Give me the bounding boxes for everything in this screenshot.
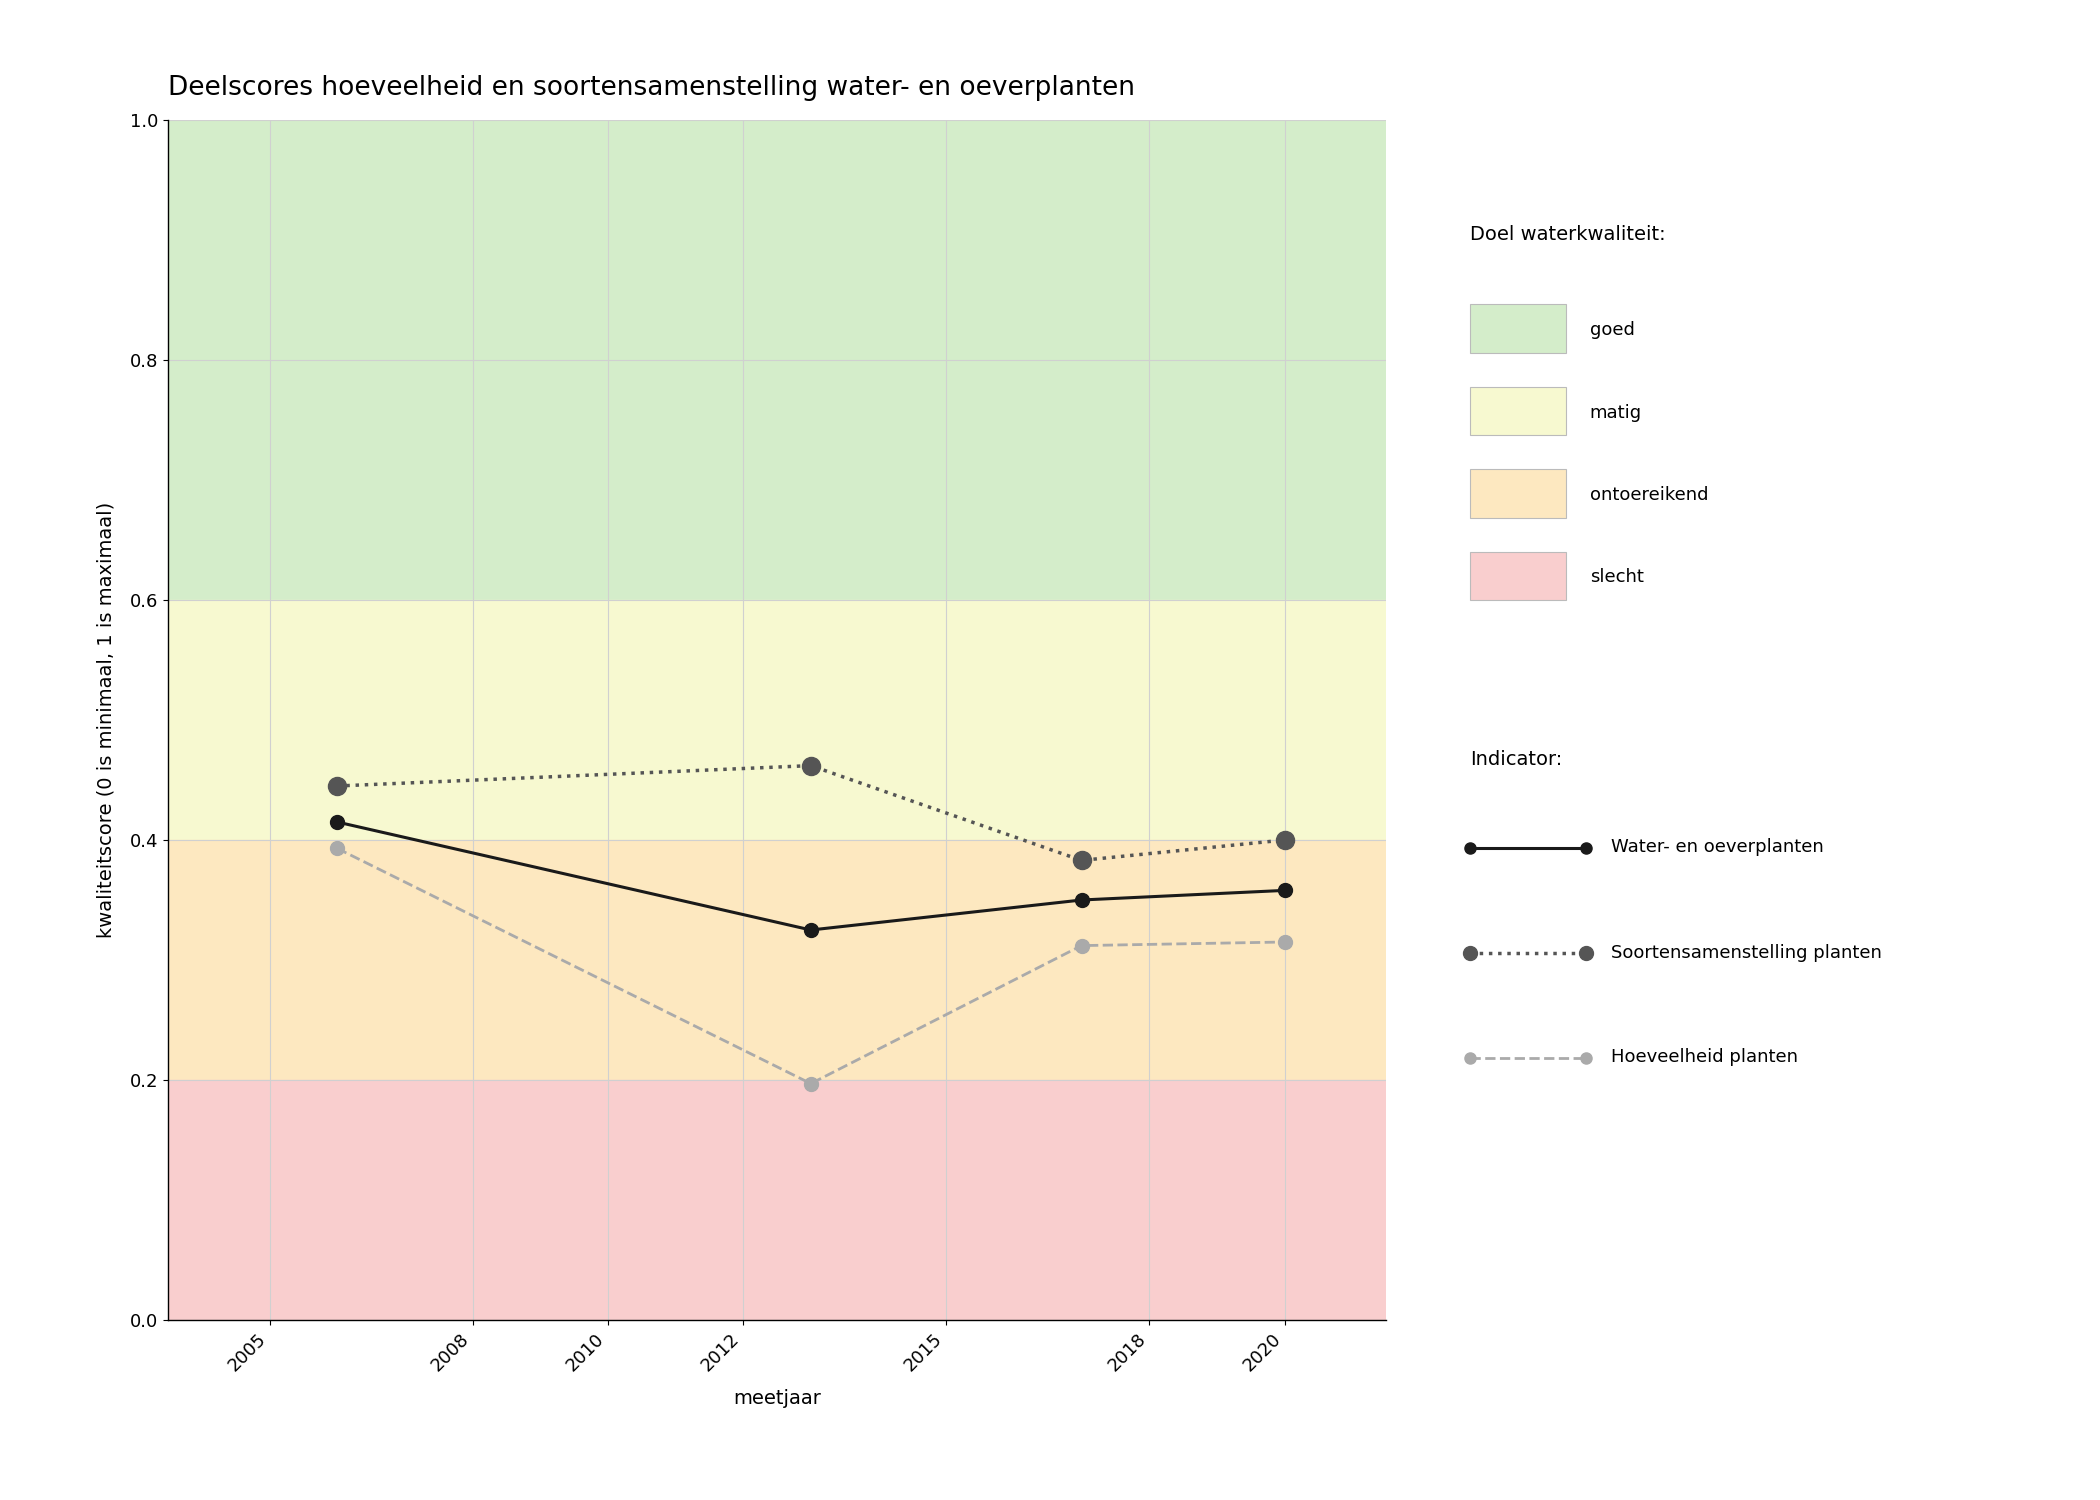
Text: matig: matig: [1590, 404, 1642, 422]
Soortensamenstelling planten: [1069, 852, 1094, 870]
Line: Soortensamenstelling planten: Soortensamenstelling planten: [328, 756, 1294, 870]
Hoeveelheid planten: [326, 840, 351, 858]
Line: Water- en oeverplanten: Water- en oeverplanten: [330, 815, 1292, 938]
Text: Deelscores hoeveelheid en soortensamenstelling water- en oeverplanten: Deelscores hoeveelheid en soortensamenst…: [168, 75, 1134, 100]
Hoeveelheid planten: [1069, 936, 1094, 954]
Y-axis label: kwaliteitscore (0 is minimaal, 1 is maximaal): kwaliteitscore (0 is minimaal, 1 is maxi…: [97, 503, 116, 938]
Soortensamenstelling planten: [1273, 831, 1298, 849]
Text: Hoeveelheid planten: Hoeveelheid planten: [1611, 1048, 1798, 1066]
Text: Water- en oeverplanten: Water- en oeverplanten: [1611, 839, 1823, 856]
Text: goed: goed: [1590, 321, 1634, 339]
Soortensamenstelling planten: [798, 756, 823, 774]
Hoeveelheid planten: [1273, 933, 1298, 951]
Bar: [168, 1080, 1386, 1320]
Text: ontoereikend: ontoereikend: [1590, 486, 1707, 504]
Text: Soortensamenstelling planten: Soortensamenstelling planten: [1611, 944, 1882, 962]
Soortensamenstelling planten: [326, 777, 351, 795]
Water- en oeverplanten: [1273, 882, 1298, 900]
Hoeveelheid planten: [798, 1074, 823, 1092]
X-axis label: meetjaar: meetjaar: [733, 1389, 821, 1407]
Water- en oeverplanten: [798, 921, 823, 939]
Water- en oeverplanten: [326, 813, 351, 831]
Bar: [168, 120, 1386, 600]
Text: Indicator:: Indicator:: [1470, 750, 1562, 770]
Line: Hoeveelheid planten: Hoeveelheid planten: [330, 842, 1292, 1090]
Water- en oeverplanten: [1069, 891, 1094, 909]
Bar: [168, 840, 1386, 1080]
Bar: [168, 600, 1386, 840]
Text: slecht: slecht: [1590, 568, 1644, 586]
Text: Doel waterkwaliteit:: Doel waterkwaliteit:: [1470, 225, 1665, 245]
